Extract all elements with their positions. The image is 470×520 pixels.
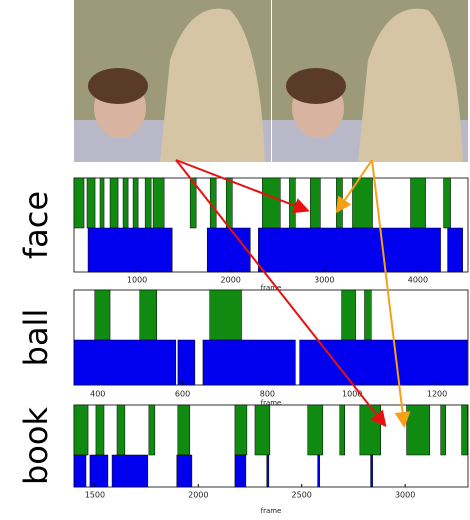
x-tick-label: 800 [260, 390, 275, 399]
blue-interval [300, 340, 468, 385]
green-interval [407, 405, 430, 455]
green-interval [365, 290, 372, 340]
blue-interval [235, 455, 246, 487]
green-interval [74, 178, 84, 228]
green-interval [178, 405, 190, 455]
blue-interval [74, 455, 86, 487]
x-tick-label: 1500 [85, 491, 105, 500]
blue-interval [112, 455, 148, 487]
green-interval [444, 178, 451, 228]
green-interval [95, 290, 110, 340]
x-tick-label: 600 [175, 390, 190, 399]
x-tick-label: 2500 [292, 491, 312, 500]
green-interval [226, 178, 232, 228]
blue-interval [203, 340, 295, 385]
green-interval [262, 178, 280, 228]
blue-interval [371, 455, 373, 487]
green-interval [140, 290, 157, 340]
blue-interval [448, 228, 463, 272]
green-interval [123, 178, 128, 228]
blue-interval [318, 455, 320, 487]
green-interval [100, 178, 104, 228]
green-interval [342, 290, 356, 340]
green-interval [340, 405, 345, 455]
x-tick-label: 1000 [127, 276, 147, 285]
blue-interval [74, 340, 176, 385]
green-interval [310, 178, 320, 228]
green-interval [255, 405, 270, 455]
green-interval [145, 178, 151, 228]
green-interval [360, 405, 381, 455]
green-interval [117, 405, 125, 455]
green-interval [110, 178, 118, 228]
row-label: book [17, 407, 55, 485]
green-interval [308, 405, 323, 455]
blue-interval [258, 228, 440, 272]
blue-interval [207, 228, 250, 272]
blue-interval [178, 340, 195, 385]
green-interval [441, 405, 446, 455]
green-interval [411, 178, 426, 228]
blue-interval [177, 455, 192, 487]
video-frames [74, 0, 468, 162]
green-interval [462, 405, 468, 455]
green-interval [74, 405, 88, 455]
x-tick-label: 1200 [427, 390, 447, 399]
green-interval [87, 178, 95, 228]
x-tick-label: 400 [90, 390, 105, 399]
x-tick-label: 3000 [395, 491, 415, 500]
green-interval [210, 290, 242, 340]
row-label: ball [17, 309, 55, 367]
blue-interval [88, 228, 172, 272]
x-tick-label: 4000 [408, 276, 428, 285]
x-tick-label: 2000 [188, 491, 208, 500]
blue-interval [90, 455, 108, 487]
green-interval [153, 178, 164, 228]
green-interval [149, 405, 155, 455]
green-interval [133, 178, 138, 228]
figure: 1000200030004000frameface400600800100012… [0, 0, 470, 516]
x-tick-label: 3000 [314, 276, 334, 285]
row-label: face [17, 191, 55, 259]
blue-interval [267, 455, 269, 487]
x-tick-label: 2000 [221, 276, 241, 285]
x-axis-label: frame [261, 507, 282, 515]
green-interval [96, 405, 104, 455]
green-interval [235, 405, 247, 455]
